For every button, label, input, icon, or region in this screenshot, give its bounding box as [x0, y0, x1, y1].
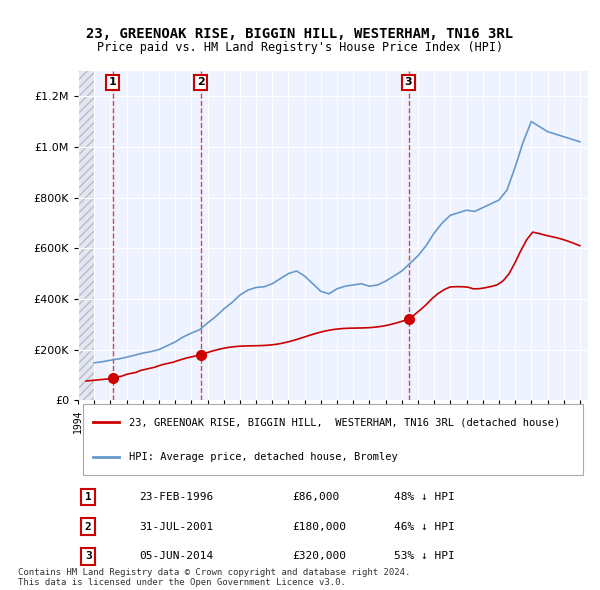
Text: 46% ↓ HPI: 46% ↓ HPI — [394, 522, 455, 532]
Text: £180,000: £180,000 — [292, 522, 346, 532]
Text: 3: 3 — [85, 552, 92, 562]
Bar — [78, 71, 94, 400]
Text: Contains HM Land Registry data © Crown copyright and database right 2024.
This d: Contains HM Land Registry data © Crown c… — [18, 568, 410, 587]
Text: 31-JUL-2001: 31-JUL-2001 — [139, 522, 214, 532]
FancyBboxPatch shape — [83, 404, 583, 476]
Text: 2: 2 — [85, 522, 92, 532]
Text: 53% ↓ HPI: 53% ↓ HPI — [394, 552, 455, 562]
Text: 23-FEB-1996: 23-FEB-1996 — [139, 492, 214, 502]
Text: £86,000: £86,000 — [292, 492, 340, 502]
Text: 3: 3 — [405, 77, 412, 87]
Text: 1: 1 — [85, 492, 92, 502]
Text: 2: 2 — [197, 77, 205, 87]
Text: £320,000: £320,000 — [292, 552, 346, 562]
Text: Price paid vs. HM Land Registry's House Price Index (HPI): Price paid vs. HM Land Registry's House … — [97, 41, 503, 54]
Text: 05-JUN-2014: 05-JUN-2014 — [139, 552, 214, 562]
Text: 48% ↓ HPI: 48% ↓ HPI — [394, 492, 455, 502]
Text: 23, GREENOAK RISE, BIGGIN HILL,  WESTERHAM, TN16 3RL (detached house): 23, GREENOAK RISE, BIGGIN HILL, WESTERHA… — [129, 417, 560, 427]
Text: 1: 1 — [109, 77, 116, 87]
Text: HPI: Average price, detached house, Bromley: HPI: Average price, detached house, Brom… — [129, 452, 398, 462]
Text: 23, GREENOAK RISE, BIGGIN HILL, WESTERHAM, TN16 3RL: 23, GREENOAK RISE, BIGGIN HILL, WESTERHA… — [86, 27, 514, 41]
